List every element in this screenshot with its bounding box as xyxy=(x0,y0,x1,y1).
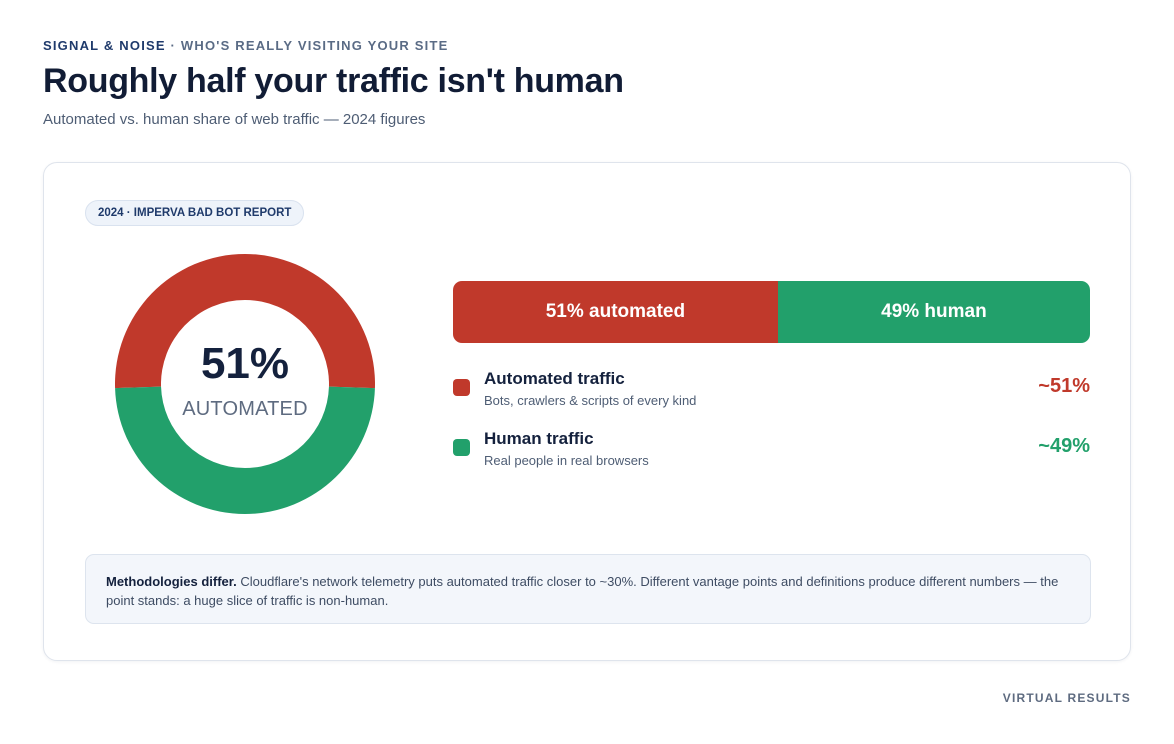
legend-subtitle: Bots, crawlers & scripts of every kind xyxy=(484,393,697,408)
stacked-bar: 51% automated 49% human xyxy=(453,281,1090,343)
legend-title: Automated traffic xyxy=(484,369,625,388)
stacked-bar-automated: 51% automated xyxy=(453,281,778,343)
chart-card: 2024 · IMPERVA BAD BOT REPORT 51% AUTOMA… xyxy=(43,162,1131,661)
eyebrow-main: SIGNAL & NOISE xyxy=(43,38,166,53)
legend-subtitle: Real people in real browsers xyxy=(484,453,649,468)
legend-value: ~51% xyxy=(1038,375,1090,397)
eyebrow: SIGNAL & NOISE · WHO'S REALLY VISITING Y… xyxy=(43,38,449,53)
eyebrow-rest: · WHO'S REALLY VISITING YOUR SITE xyxy=(165,38,449,53)
legend-swatch xyxy=(453,439,470,456)
methodology-note: Methodologies differ. Cloudflare's netwo… xyxy=(85,554,1091,624)
legend-item-human: Human traffic Real people in real browse… xyxy=(453,429,1090,475)
footer-brand: VIRTUAL RESULTS xyxy=(1002,691,1131,705)
legend-value: ~49% xyxy=(1038,435,1090,457)
donut-slice-automated xyxy=(115,253,375,389)
page-subtitle: Automated vs. human share of web traffic… xyxy=(43,111,426,128)
stacked-bar-human: 49% human xyxy=(777,281,1090,343)
legend-item-automated: Automated traffic Bots, crawlers & scrip… xyxy=(453,369,1090,415)
note-lead: Methodologies differ. xyxy=(106,574,237,589)
source-badge: 2024 · IMPERVA BAD BOT REPORT xyxy=(85,200,305,226)
legend-title: Human traffic xyxy=(484,429,594,448)
donut-slice-human xyxy=(115,386,375,514)
note-body: Cloudflare's network telemetry puts auto… xyxy=(106,574,1059,608)
donut-chart xyxy=(115,253,375,514)
page-title: Roughly half your traffic isn't human xyxy=(43,62,624,100)
legend-swatch xyxy=(453,379,470,396)
